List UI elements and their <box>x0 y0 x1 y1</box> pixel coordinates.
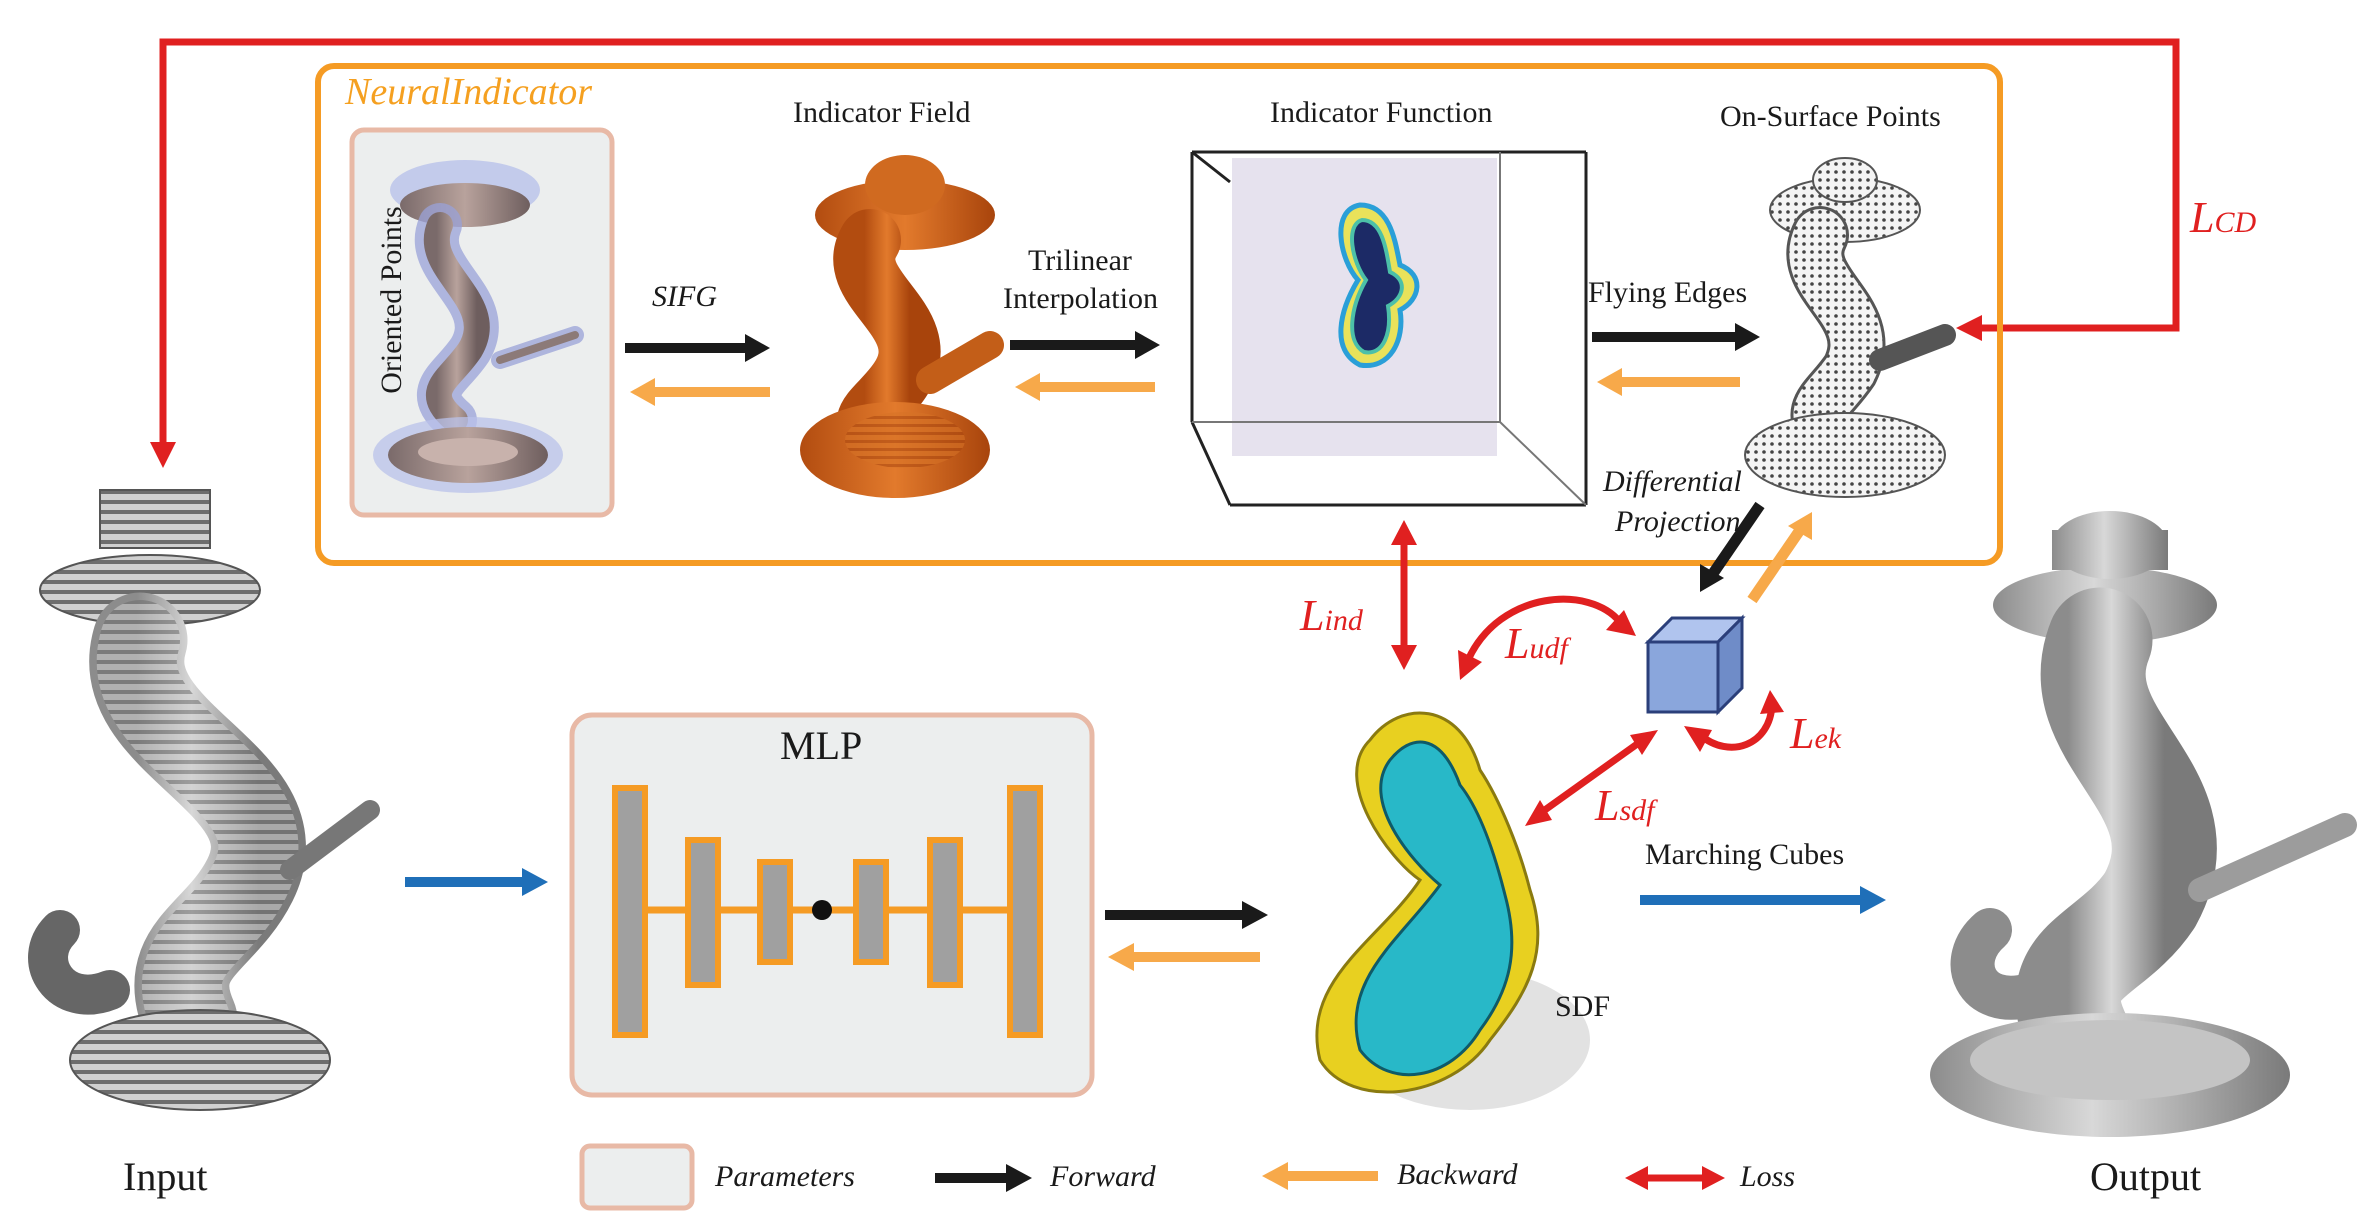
differential-label-line1: Differential <box>1603 465 1742 498</box>
mlp-label: MLP <box>780 723 863 768</box>
input-scan-shape <box>28 489 380 1111</box>
indicator-function-label: Indicator Function <box>1270 96 1493 129</box>
output-mesh-shape <box>1930 511 2357 1137</box>
sdf-shape <box>1315 711 1590 1110</box>
indicator-field-shape <box>800 155 1004 498</box>
marching-cubes-label: Marching Cubes <box>1645 838 1845 871</box>
trilinear-label-line2: Interpolation <box>1003 282 1158 315</box>
loss-ind-arrow <box>1391 520 1417 670</box>
loss-cd-loop-arrow <box>150 38 2180 468</box>
loss-sdf-label: Lsdf <box>1595 781 1655 830</box>
mlp-panel <box>569 712 1095 1098</box>
neural-indicator-box <box>315 63 2003 566</box>
mlp-to-sdf-arrows <box>1105 901 1268 971</box>
input-label: Input <box>123 1154 208 1199</box>
marching-cubes-arrow <box>1640 886 1886 914</box>
indicator-function-cube <box>1190 150 1588 507</box>
trilinear-arrows <box>1010 331 1160 401</box>
sample-cube <box>1644 614 1746 716</box>
input-to-mlp-arrow <box>405 868 548 896</box>
on-surface-points-shape <box>1744 157 1956 498</box>
legend-backward-label: Backward <box>1397 1158 1518 1191</box>
legend-loss-arrow <box>1625 1166 1725 1190</box>
loss-ind-label: Lind <box>1300 591 1363 640</box>
legend-loss-label: Loss <box>1740 1160 1796 1193</box>
loss-cd-label: LCD <box>2190 193 2257 242</box>
legend-parameters-swatch <box>579 1143 695 1211</box>
differential-projection-arrows <box>1700 501 1812 604</box>
indicator-field-label: Indicator Field <box>793 96 971 129</box>
loss-ek-arrow <box>1684 690 1784 752</box>
legend-forward-label: Forward <box>1050 1160 1156 1193</box>
loss-udf-arrow <box>1458 595 1636 680</box>
flying-edges-label: Flying Edges <box>1588 276 1748 309</box>
differential-label-line2: Projection <box>1615 505 1741 538</box>
output-label: Output <box>2090 1154 2202 1199</box>
trilinear-label-line1: Trilinear <box>1028 244 1132 277</box>
legend-parameters-label: Parameters <box>715 1160 855 1193</box>
on-surface-points-label: On-Surface Points <box>1720 100 1941 133</box>
indicator-slice <box>1338 202 1420 368</box>
legend-backward-arrow <box>1262 1162 1378 1190</box>
sdf-label: SDF <box>1555 990 1611 1023</box>
mlp-network <box>612 785 1043 1038</box>
loss-ek-label: Lek <box>1790 709 1842 758</box>
legend-forward-arrow <box>935 1164 1032 1192</box>
loss-sdf-arrow <box>1525 730 1658 826</box>
module-title: NeuralIndicator <box>345 71 592 113</box>
oriented-points-label: Oriented Points <box>375 206 408 394</box>
loss-udf-label: Ludf <box>1505 619 1568 668</box>
oriented-points-cloud <box>373 160 584 493</box>
sifg-arrows <box>625 334 770 406</box>
sifg-label: SIFG <box>652 280 717 313</box>
flying-edges-arrows <box>1592 323 1760 396</box>
